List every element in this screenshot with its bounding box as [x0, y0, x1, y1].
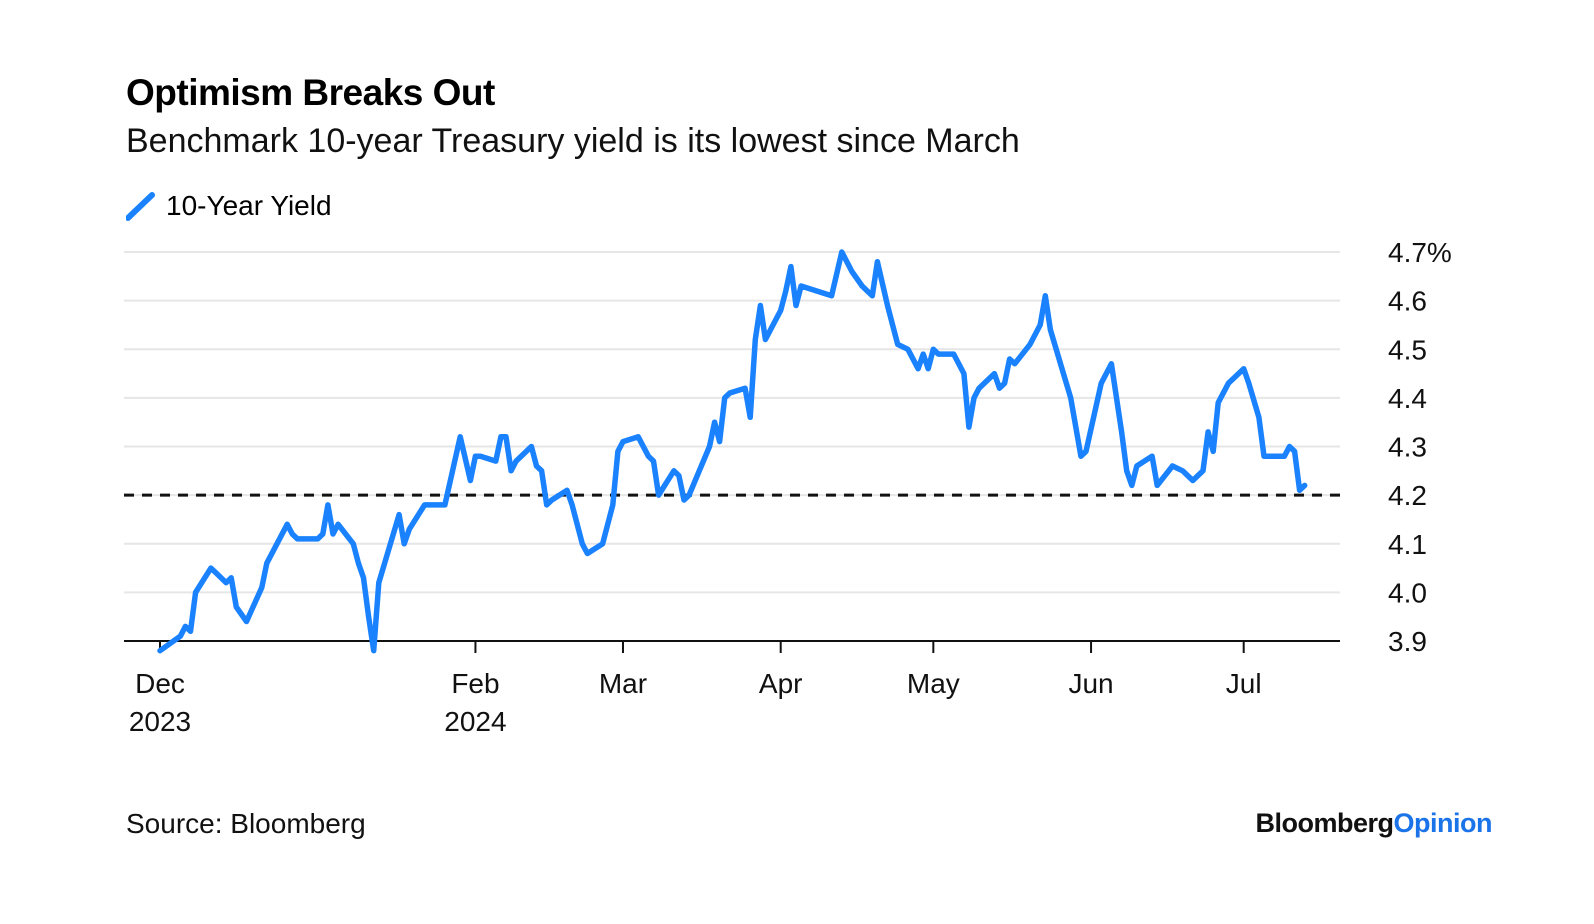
y-tick-label: 4.1: [1388, 529, 1427, 560]
y-tick-label: 3.9: [1388, 626, 1427, 657]
brand-suffix: Opinion: [1393, 808, 1493, 838]
legend-label: 10-Year Yield: [166, 190, 332, 221]
chart-subtitle: Benchmark 10-year Treasury yield is its …: [126, 122, 1020, 160]
y-tick-label: 4.0: [1388, 577, 1427, 608]
source-note: Source: Bloomberg: [126, 808, 366, 839]
x-tick-sublabel: 2024: [444, 706, 506, 737]
y-tick-label: 4.5: [1388, 334, 1427, 365]
legend-swatch-icon: [126, 192, 155, 221]
chart-title: Optimism Breaks Out: [126, 72, 495, 113]
x-tick-label: Jun: [1068, 668, 1113, 699]
brand-logo: BloombergOpinion: [1256, 808, 1493, 839]
x-tick-label: Dec: [135, 668, 185, 699]
y-tick-label: 4.6: [1388, 286, 1427, 317]
x-tick-label: Feb: [451, 668, 499, 699]
x-tick-label: Mar: [599, 668, 647, 699]
y-tick-label: 4.3: [1388, 432, 1427, 463]
x-tick-sublabel: 2023: [129, 706, 191, 737]
y-tick-label: 4.4: [1388, 383, 1427, 414]
legend: 10-Year Yield: [126, 190, 332, 222]
x-tick-label: Apr: [759, 668, 803, 699]
x-tick-label: Jul: [1226, 668, 1262, 699]
brand-name: Bloomberg: [1255, 808, 1395, 838]
series-line-10-year-yield: [157, 249, 1308, 654]
x-tick-label: May: [907, 668, 960, 699]
y-tick-label: 4.2: [1388, 480, 1427, 511]
y-tick-label: 4.7%: [1388, 237, 1452, 268]
